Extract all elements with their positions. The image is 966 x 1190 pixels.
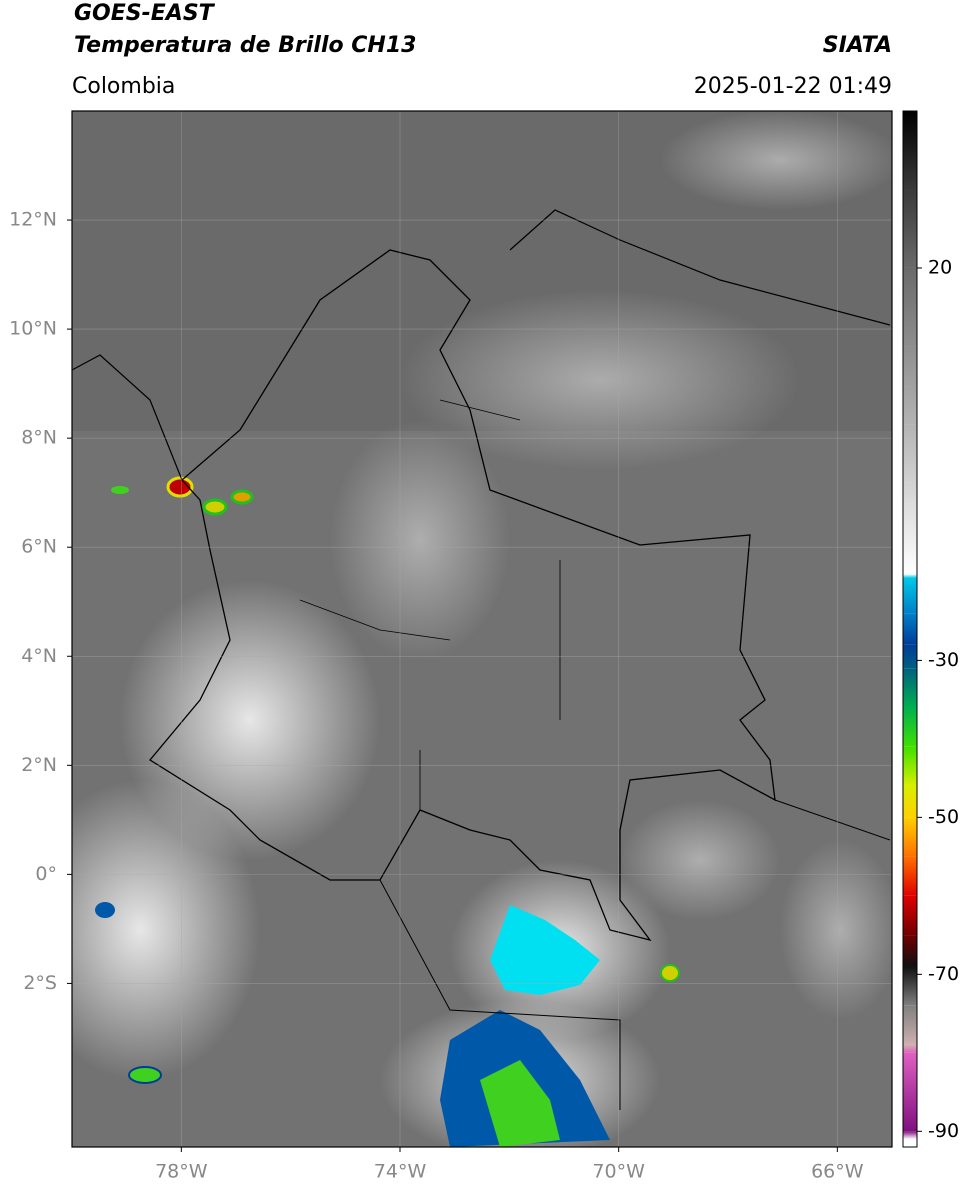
colorbar-segment [903, 613, 917, 645]
colorbar-segment [903, 1044, 917, 1053]
colorbar-segment [903, 189, 917, 268]
x-tick-label: 66°W [811, 1161, 864, 1183]
cloud [660, 111, 892, 210]
y-tick-label: 6°N [21, 536, 57, 558]
x-tick-label: 78°W [155, 1161, 208, 1183]
coastline [72, 354, 183, 481]
satellite-image [72, 111, 892, 1147]
cold-cloud [490, 905, 600, 995]
cold-cloud [480, 1060, 560, 1147]
colorbar-segment [903, 1005, 917, 1045]
colorbar-segment [903, 817, 917, 857]
colorbar-segment [903, 668, 917, 708]
colorbar-tick-label: -70 [928, 963, 959, 985]
storm-core [202, 498, 228, 516]
storm-core [111, 486, 129, 494]
colorbar-segment [903, 267, 917, 347]
colorbar-segment [903, 935, 917, 967]
y-tick-label: 4°N [21, 645, 57, 667]
colorbar-segment [903, 1052, 917, 1132]
coastline [509, 209, 891, 326]
agency: SIATA [823, 33, 892, 58]
colorbar-segment [903, 966, 917, 1006]
colorbar-segment [903, 895, 917, 936]
y-tick-label: 2°S [23, 972, 57, 994]
colorbar-segment [903, 1139, 917, 1147]
y-tick-label: 12°N [9, 209, 57, 231]
colorbar-segment [903, 346, 917, 425]
storm-core [128, 1066, 162, 1084]
colorbar-segment [903, 424, 917, 504]
storm-core [95, 902, 115, 918]
datetime: 2025-01-22 01:49 [694, 74, 892, 99]
colorbar-segment [903, 111, 917, 190]
storm-core [660, 964, 680, 982]
colorbar-segment [903, 785, 917, 818]
storm-core [230, 489, 254, 505]
x-tick-label: 70°W [592, 1161, 645, 1183]
region: Colombia [72, 74, 175, 99]
colorbar-tick-label: -50 [928, 806, 959, 828]
cloud [120, 580, 380, 860]
colorbar-segment [903, 856, 917, 896]
y-tick-label: 8°N [21, 427, 57, 449]
cloud [400, 290, 800, 470]
department-border [299, 399, 561, 810]
cloud [330, 420, 510, 660]
colorbar-segment [903, 574, 917, 578]
cloud [72, 780, 260, 1080]
colorbar-tick-label: -30 [928, 649, 959, 671]
satellite: GOES-EAST [74, 1, 216, 26]
country-border [149, 249, 776, 942]
map-frame [71, 110, 893, 1148]
colorbar-tick-label: 20 [928, 256, 952, 278]
country-border [379, 799, 891, 1110]
y-tick-label: 2°N [21, 754, 57, 776]
colorbar-segment [903, 644, 917, 669]
colorbar-segment [903, 577, 917, 614]
y-tick-label: 0° [35, 863, 57, 885]
colorbar-segment [903, 1131, 917, 1140]
colorbar-frame [902, 110, 918, 1148]
colorbar-segment [903, 707, 917, 747]
y-tick-label: 10°N [9, 318, 57, 340]
colorbar-segment [903, 503, 917, 575]
product: Temperatura de Brillo CH13 [74, 33, 416, 58]
cloud [780, 840, 892, 1020]
colorbar-tick-label: -90 [928, 1120, 959, 1142]
colorbar-segment [903, 746, 917, 786]
storm-core [166, 476, 194, 498]
cloud [620, 800, 780, 920]
x-tick-label: 74°W [374, 1161, 427, 1183]
